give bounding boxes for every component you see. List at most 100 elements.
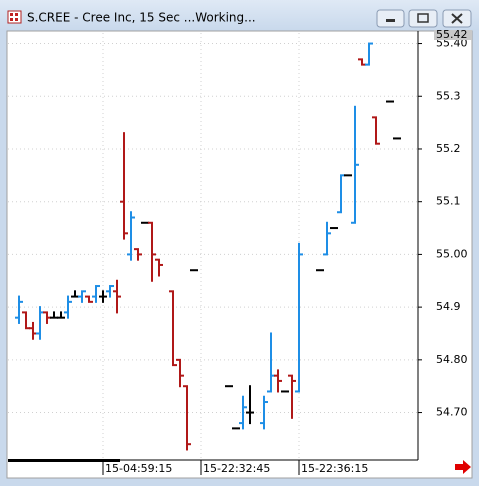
bar-range (109, 285, 111, 298)
bar-range (123, 132, 125, 240)
bar-open (36, 332, 39, 335)
x-tick-label: 15-22:32:45 (203, 462, 270, 475)
bar-open (281, 390, 284, 393)
bar-close (125, 232, 128, 235)
bar-open (351, 221, 354, 224)
y-tick-label: 54.9 (436, 300, 461, 313)
minimize-button[interactable] (376, 9, 405, 28)
bar-range (319, 269, 321, 272)
bar-open (372, 116, 375, 119)
bar-close (118, 295, 121, 298)
bar-open (295, 390, 298, 393)
maximize-button[interactable] (408, 9, 438, 28)
bar-close (265, 401, 268, 404)
last-price-label: 55.42 (436, 28, 468, 41)
bar-close (62, 316, 65, 319)
bar-range (144, 221, 146, 224)
bar-open (232, 427, 235, 430)
bar-close (160, 263, 163, 266)
bar-close (293, 379, 296, 382)
bar-open (274, 374, 277, 377)
bar-close (286, 390, 289, 393)
bar-close (230, 385, 233, 388)
bar-range (242, 395, 244, 430)
bar-open (64, 311, 67, 314)
bar-close (370, 42, 373, 45)
scroll-arrow[interactable] (455, 460, 471, 474)
bar-close (195, 269, 198, 272)
bar-open (141, 221, 144, 224)
bar-open (169, 290, 172, 293)
bar-open (99, 295, 102, 298)
bar-open (155, 258, 158, 261)
bar-range (25, 311, 27, 330)
bar-range (235, 427, 237, 430)
bar-close (349, 174, 352, 177)
bar-close (104, 295, 107, 298)
bar-range (102, 290, 104, 303)
bar-range (291, 374, 293, 419)
bar-open (225, 385, 228, 388)
bar-open (134, 248, 137, 251)
bar-open (50, 316, 53, 319)
bar-range (81, 290, 83, 303)
bar-close (41, 311, 44, 314)
close-button[interactable] (442, 9, 472, 28)
app-icon (7, 10, 22, 24)
bar-range (193, 269, 195, 272)
bar-close (321, 269, 324, 272)
last-price-box (434, 30, 472, 40)
bar-open (92, 295, 95, 298)
x-tick-label: 15-04:59:15 (105, 462, 172, 475)
bar-close (69, 300, 72, 303)
bar-range (116, 279, 118, 314)
bar-range (354, 105, 356, 224)
bar-open (267, 390, 270, 393)
bar-open (85, 295, 88, 298)
bar-open (71, 295, 74, 298)
bar-close (97, 285, 100, 288)
bar-close (174, 364, 177, 367)
bar-close (356, 163, 359, 166)
bar-range (18, 295, 20, 324)
bar-open (183, 385, 186, 388)
bar-range (298, 242, 300, 393)
bar-open (316, 269, 319, 272)
bar-open (260, 422, 263, 425)
bar-range (347, 174, 349, 177)
bar-range (172, 290, 174, 367)
bar-open (344, 174, 347, 177)
bar-range (277, 369, 279, 393)
window-title: S.CREE - Cree Inc, 15 Sec ...Working... (27, 11, 256, 25)
bar-close (279, 379, 282, 382)
x-tick-label: 15-22:36:15 (301, 462, 368, 475)
bar-close (48, 316, 51, 319)
bar-close (90, 300, 93, 303)
bar-close (153, 253, 156, 256)
bar-range (389, 100, 391, 103)
bar-range (284, 390, 286, 393)
bar-range (137, 248, 139, 261)
y-tick-label: 54.70 (436, 406, 468, 419)
bar-range (67, 295, 69, 319)
y-tick-label: 55.3 (436, 89, 461, 102)
bar-close (335, 227, 338, 230)
bar-close (27, 327, 30, 330)
bar-range (340, 174, 342, 214)
bar-open (288, 374, 291, 377)
bar-close (55, 316, 58, 319)
scroll-indicator[interactable] (8, 459, 120, 462)
bar-open (323, 253, 326, 256)
bar-close (111, 285, 114, 288)
bar-close (181, 374, 184, 377)
bar-close (398, 137, 401, 140)
bar-close (244, 406, 247, 409)
bar-close (328, 232, 331, 235)
y-tick-label: 55.2 (436, 142, 461, 155)
bar-close (76, 295, 79, 298)
bar-open (113, 290, 116, 293)
bar-close (300, 253, 303, 256)
y-tick-label: 54.80 (436, 353, 468, 366)
bar-open (78, 295, 81, 298)
